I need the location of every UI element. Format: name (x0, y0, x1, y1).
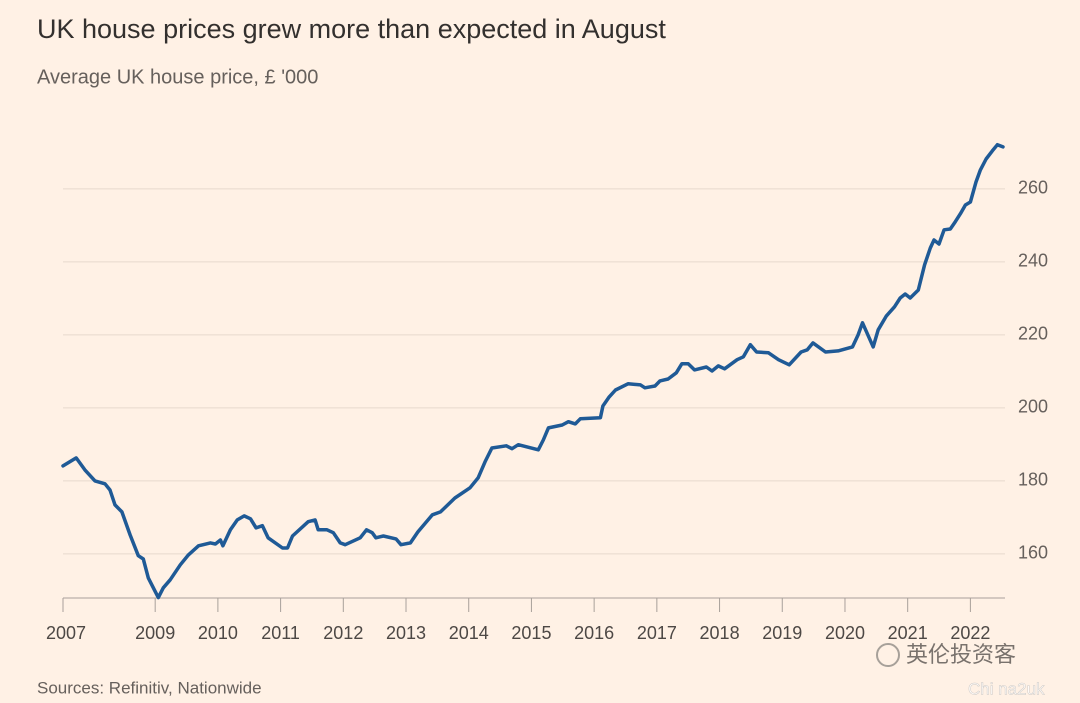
x-tick-label: 2020 (825, 623, 865, 643)
watermark-icon (876, 643, 900, 667)
chart-subtitle: Average UK house price, £ '000 (37, 66, 318, 88)
y-tick-label: 160 (1018, 543, 1048, 563)
y-tick-label: 260 (1018, 178, 1048, 198)
y-tick-label: 240 (1018, 251, 1048, 271)
x-tick-label: 2017 (637, 623, 677, 643)
watermark: 英伦投资客 Chi na2uk (876, 642, 1045, 699)
x-tick-label: 2007 (46, 623, 86, 643)
y-tick-label: 220 (1018, 324, 1048, 344)
data-line (61, 142, 1005, 600)
x-tick-label: 2018 (700, 623, 740, 643)
x-tick-label: 2019 (762, 623, 802, 643)
x-tick-label: 2010 (198, 623, 238, 643)
x-tick-label: 2015 (511, 623, 551, 643)
x-tick-label: 2021 (888, 623, 928, 643)
x-tick-label: 2014 (449, 623, 489, 643)
x-tick-label: 2012 (323, 623, 363, 643)
source-note: Sources: Refinitiv, Nationwide (37, 678, 262, 697)
y-tick-label: 200 (1018, 397, 1048, 417)
watermark-text: 英伦投资客 (906, 642, 1016, 667)
x-tick-label: 2016 (574, 623, 614, 643)
x-tick-label: 2009 (135, 623, 175, 643)
y-tick-label: 180 (1018, 470, 1048, 490)
x-tick-label: 2013 (386, 623, 426, 643)
x-tick-label: 2022 (950, 623, 990, 643)
watermark-text: Chi na2uk (968, 679, 1045, 698)
x-tick-label: 2011 (261, 623, 300, 643)
chart-title: UK house prices grew more than expected … (37, 14, 666, 44)
